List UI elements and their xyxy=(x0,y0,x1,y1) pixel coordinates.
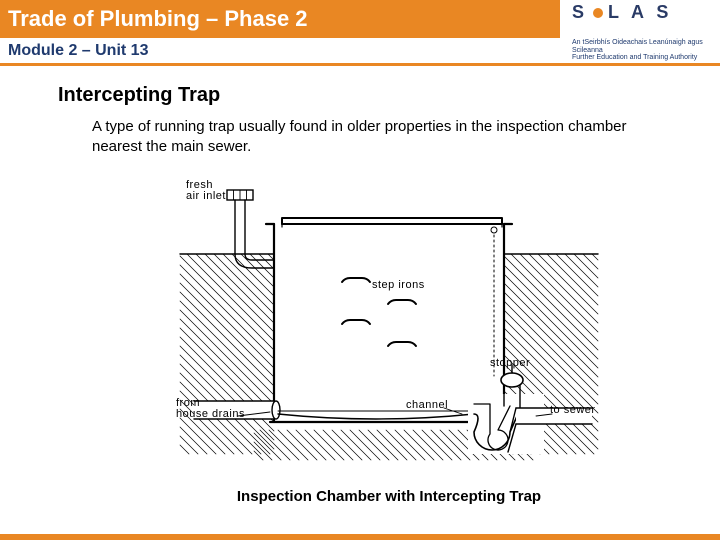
brand-logo: SL A S xyxy=(560,0,720,38)
diagram-caption: Inspection Chamber with Intercepting Tra… xyxy=(58,488,720,505)
label-fresh-air: fresh air inlet xyxy=(186,180,226,203)
content-area: Intercepting Trap A type of running trap… xyxy=(0,66,720,505)
title-bar: Trade of Plumbing – Phase 2 SL A S xyxy=(0,0,720,38)
label-stopper: stopper xyxy=(490,358,530,370)
section-body: A type of running trap usually found in … xyxy=(92,117,662,158)
label-from-drains: from house drains xyxy=(176,398,245,421)
label-to-sewer: to sewer xyxy=(550,405,596,417)
label-channel: channel xyxy=(406,400,448,412)
brand-tagline-2: Further Education and Training Authority xyxy=(572,54,712,62)
footer-accent-bar xyxy=(0,534,720,540)
diagram-container: fresh air inlet step irons stopper chann… xyxy=(58,164,720,484)
solas-logo: SL A S xyxy=(572,2,672,23)
label-step-irons: step irons xyxy=(372,280,425,292)
section-heading: Intercepting Trap xyxy=(58,84,720,107)
page-title: Trade of Plumbing – Phase 2 xyxy=(0,0,560,38)
sun-icon xyxy=(590,5,606,21)
subtitle-bar: Module 2 – Unit 13 An tSeirbhís Oideacha… xyxy=(0,38,720,66)
diagram-svg xyxy=(174,164,604,484)
page-subtitle: Module 2 – Unit 13 xyxy=(0,38,560,63)
brand-tagline-1: An tSeirbhís Oideachais Leanúnaigh agus … xyxy=(572,39,712,54)
intercepting-trap-diagram: fresh air inlet step irons stopper chann… xyxy=(174,164,604,484)
brand-tagline: An tSeirbhís Oideachais Leanúnaigh agus … xyxy=(560,39,720,62)
